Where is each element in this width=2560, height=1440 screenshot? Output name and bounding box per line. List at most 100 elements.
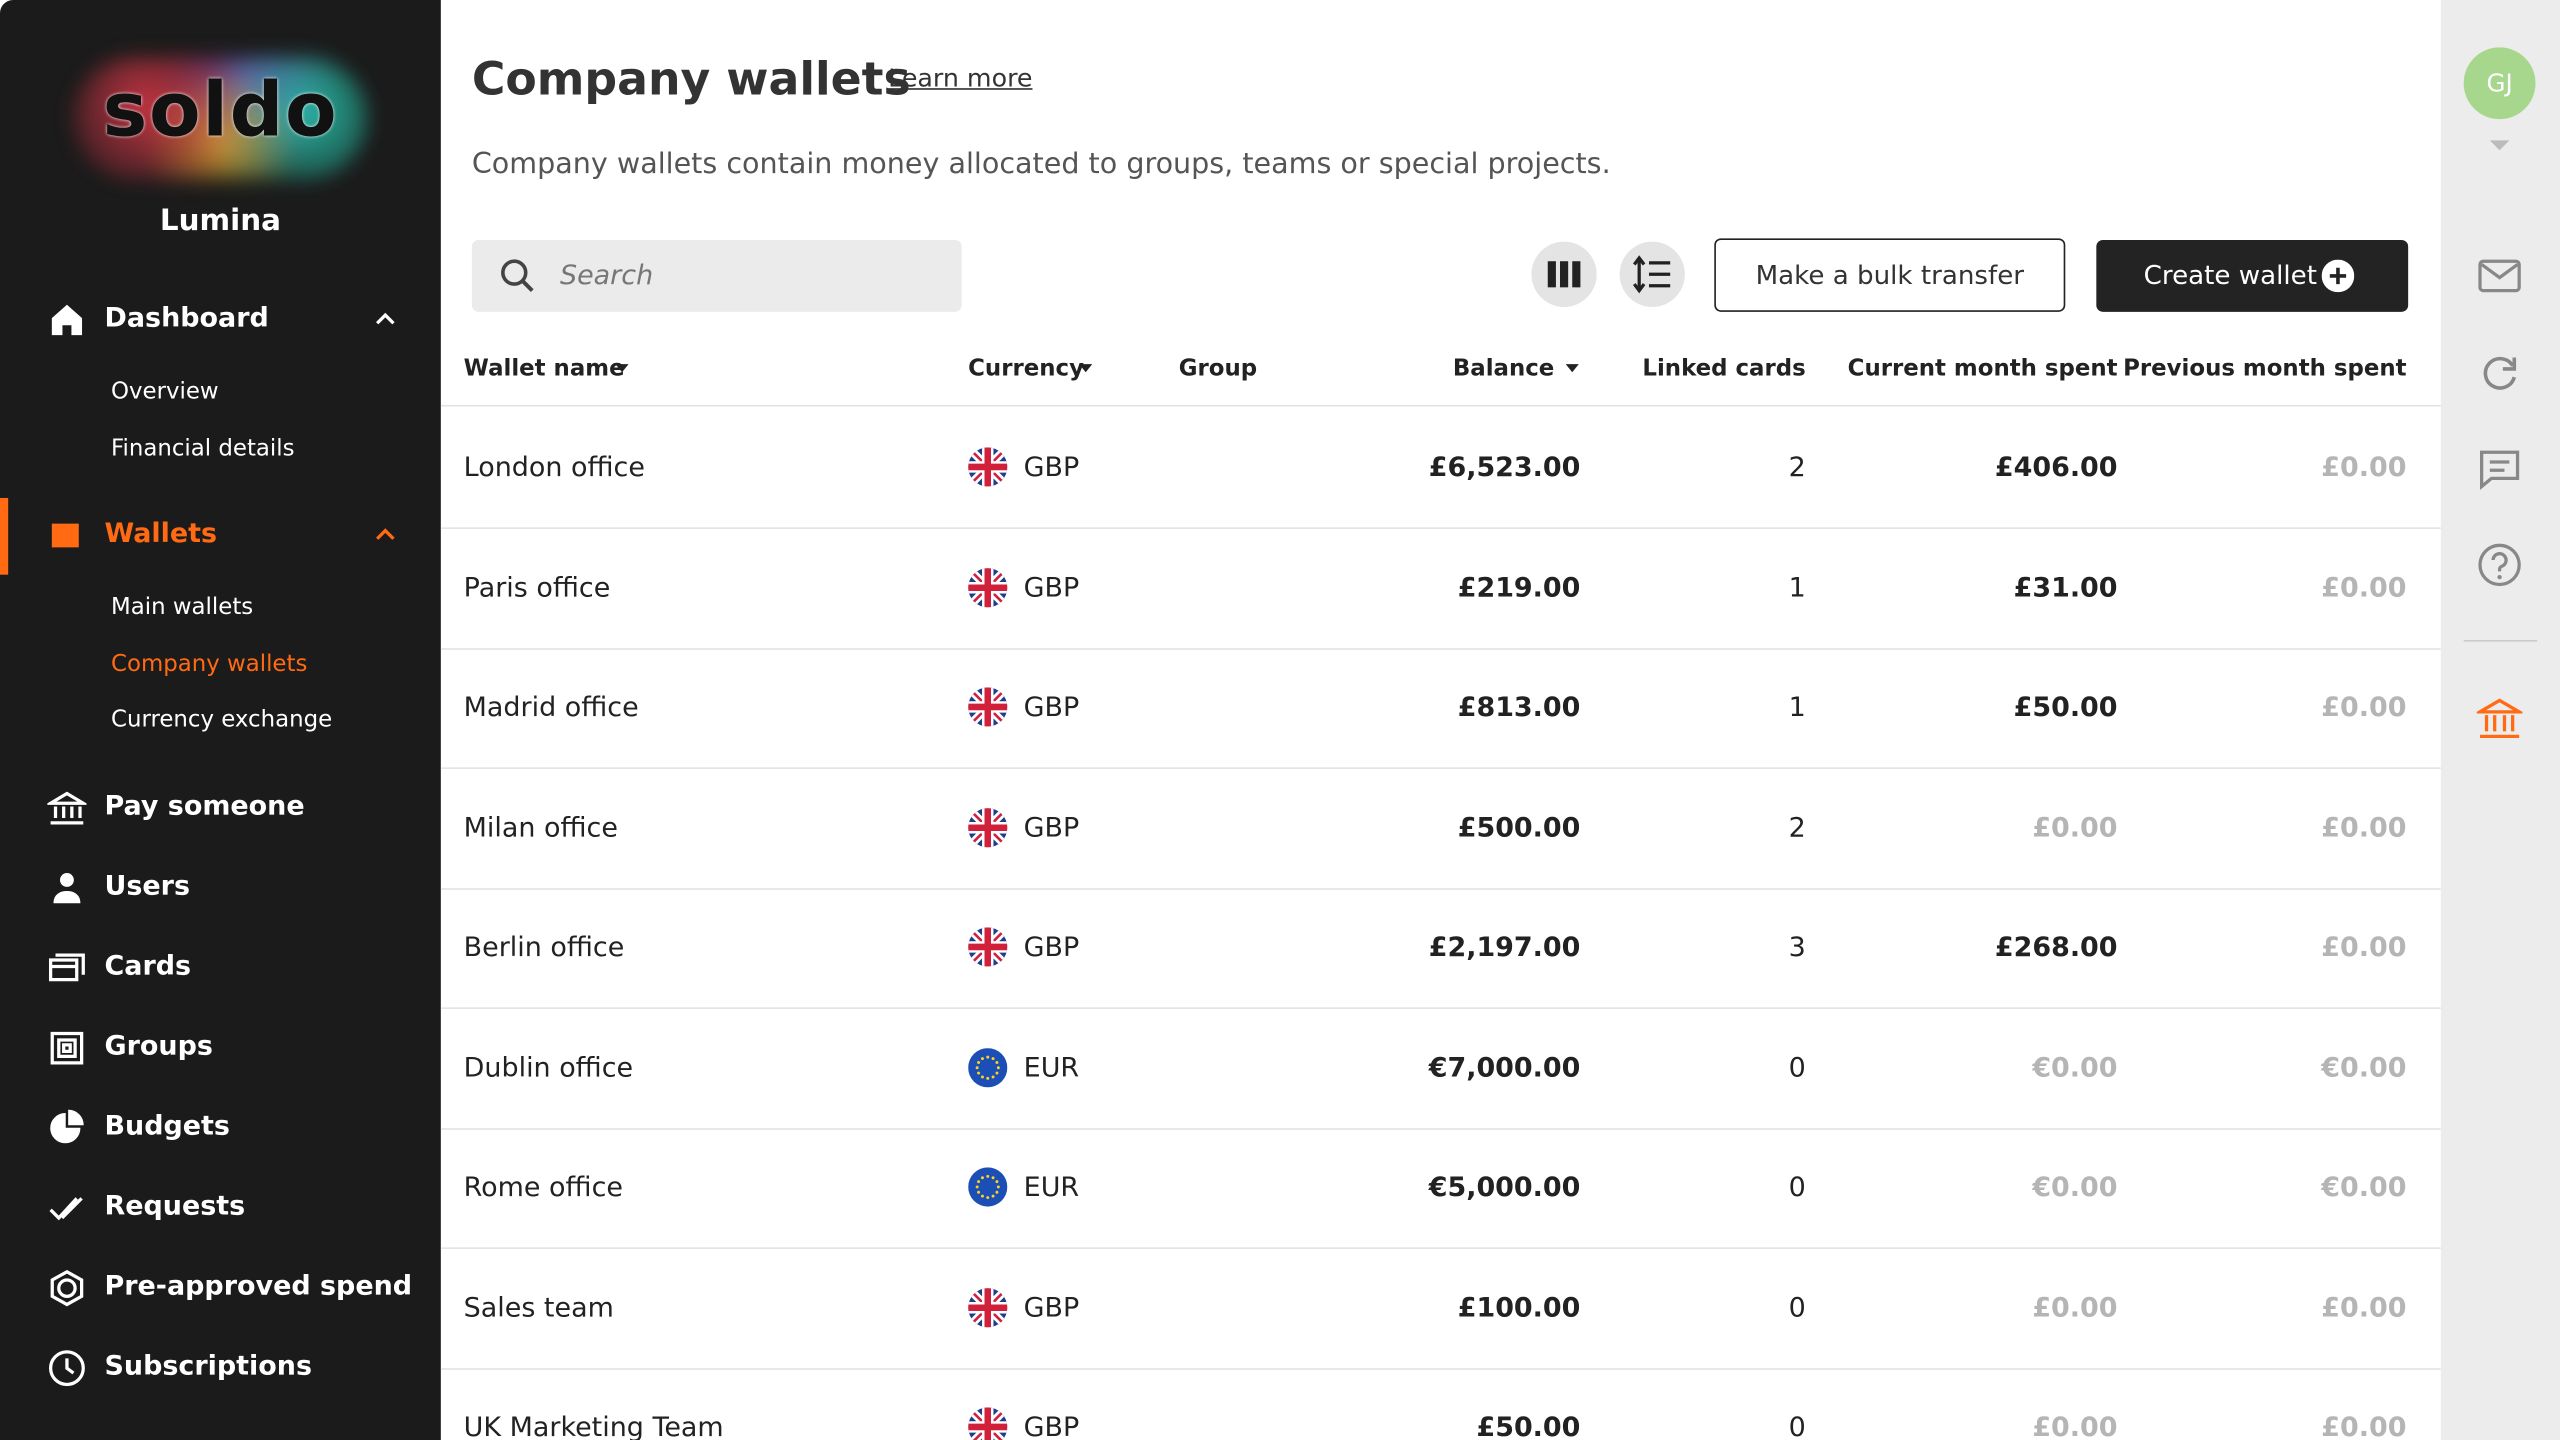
column-header[interactable]: Wallet name	[463, 355, 625, 383]
search-icon	[501, 259, 534, 292]
table-row[interactable]	[441, 648, 2441, 767]
currency-code: GBP	[1023, 811, 1080, 843]
flag-star	[980, 1194, 984, 1198]
nav-item[interactable]: Pay someone	[104, 790, 305, 822]
nav-icon	[49, 1197, 83, 1221]
currency-flag	[968, 1047, 1008, 1087]
table-row[interactable]	[441, 768, 2441, 887]
flag-star	[975, 1065, 979, 1069]
avatar-caret	[2489, 140, 2510, 151]
flag-cross-red	[968, 807, 1008, 847]
nav-chevron[interactable]	[374, 526, 397, 542]
flag-cross-red	[968, 1287, 1008, 1327]
table-row[interactable]	[441, 528, 2441, 647]
linked-cards: 2	[1788, 811, 1806, 843]
current-month-spent: £31.00	[2013, 571, 2118, 603]
flag-uk	[968, 807, 1008, 847]
nav-subitem[interactable]: Main wallets	[111, 594, 254, 621]
current-month-spent: £406.00	[1994, 451, 2118, 483]
flag-star	[977, 1070, 981, 1074]
table-row[interactable]	[441, 1248, 2441, 1367]
content: Company wallets Learn more Company walle…	[440, 0, 2441, 1440]
row-divider	[440, 1367, 2441, 1369]
flag-star	[991, 1056, 995, 1060]
wallet-name: Milan office	[463, 811, 618, 843]
rail-divider	[2463, 639, 2538, 642]
currency-code: EUR	[1023, 1051, 1080, 1083]
flag-cross-red	[968, 1407, 1008, 1440]
search-box[interactable]: Search	[471, 239, 962, 312]
row-divider	[440, 767, 2441, 769]
density-button[interactable]	[1619, 241, 1685, 307]
row-divider	[440, 1007, 2441, 1009]
previous-month-spent: €0.00	[2321, 1051, 2407, 1083]
help-icon[interactable]	[2477, 542, 2523, 588]
nav-chevron[interactable]	[374, 310, 397, 326]
flag-eu	[968, 1167, 1008, 1207]
nav-icon	[53, 873, 81, 904]
previous-month-spent: £0.00	[2321, 451, 2407, 483]
current-month-spent: £0.00	[2032, 1291, 2118, 1323]
icon-shape	[53, 873, 81, 904]
balance: £2,197.00	[1428, 931, 1581, 963]
column-header[interactable]: Balance	[1452, 355, 1555, 383]
chevron-shape	[375, 312, 395, 325]
user-avatar[interactable]: GJ	[2463, 47, 2536, 120]
nav-item[interactable]: Budgets	[104, 1110, 230, 1142]
plus-icon	[2321, 259, 2355, 293]
linked-cards: 0	[1788, 1411, 1806, 1440]
flag-star	[986, 1054, 990, 1058]
wallet-name: Berlin office	[463, 931, 625, 963]
mail-icon[interactable]	[2477, 256, 2523, 295]
icon-shape	[50, 1109, 84, 1144]
currency-flag	[968, 1167, 1008, 1207]
nav-item[interactable]: Wallets	[104, 517, 218, 549]
nav-subitem[interactable]: Company wallets	[111, 650, 308, 677]
previous-month-spent: £0.00	[2321, 811, 2407, 843]
nav-item[interactable]: Users	[104, 870, 190, 902]
flag-cross-red	[968, 447, 1008, 487]
nav-subitem[interactable]: Financial details	[111, 435, 295, 462]
nav-item[interactable]: Subscriptions	[104, 1350, 312, 1382]
nav-icon	[50, 1269, 84, 1307]
create-wallet-button[interactable]: Create wallet	[2096, 239, 2409, 312]
sort-caret[interactable]	[614, 362, 630, 375]
balance: €5,000.00	[1428, 1171, 1581, 1203]
learn-more-link[interactable]: Learn more	[888, 63, 1033, 94]
previous-month-spent: £0.00	[2321, 691, 2407, 723]
flag-star	[975, 1185, 979, 1189]
icon-shape	[47, 791, 87, 825]
column-header[interactable]: Currency	[968, 355, 1084, 383]
bulk-transfer-button[interactable]: Make a bulk transfer	[1714, 238, 2066, 312]
nav-icon	[50, 1031, 84, 1065]
sort-caret[interactable]	[1078, 362, 1094, 375]
bank-icon[interactable]	[2476, 696, 2523, 742]
nav-item[interactable]: Cards	[104, 950, 192, 982]
sort-caret[interactable]	[1564, 362, 1580, 375]
flag-star	[995, 1060, 999, 1064]
row-divider	[440, 527, 2441, 529]
wallet-name: Rome office	[463, 1171, 623, 1203]
flag-eu	[968, 1047, 1008, 1087]
columns-button[interactable]	[1531, 241, 1597, 307]
flag-uk	[968, 1287, 1008, 1327]
company-name: Lumina	[159, 204, 281, 239]
refresh-icon[interactable]	[2478, 353, 2520, 395]
flag-uk	[968, 687, 1008, 727]
linked-cards: 3	[1788, 931, 1806, 963]
table-row[interactable]	[441, 1368, 2441, 1440]
nav-item[interactable]: Dashboard	[104, 302, 269, 334]
nav-subitem[interactable]: Currency exchange	[111, 706, 333, 734]
linked-cards: 2	[1788, 451, 1806, 483]
icon-shape	[49, 1197, 83, 1221]
nav-item[interactable]: Groups	[104, 1030, 213, 1062]
nav-item[interactable]: Requests	[104, 1190, 246, 1222]
flag-uk	[968, 1407, 1008, 1440]
icon-shape	[50, 1031, 84, 1065]
balance: £50.00	[1476, 1411, 1581, 1440]
column-header: Previous month spent	[2123, 355, 2407, 383]
balance: £813.00	[1457, 691, 1581, 723]
nav-item[interactable]: Pre-approved spend	[104, 1270, 413, 1302]
nav-subitem[interactable]: Overview	[111, 378, 219, 405]
chat-icon[interactable]	[2477, 447, 2523, 490]
